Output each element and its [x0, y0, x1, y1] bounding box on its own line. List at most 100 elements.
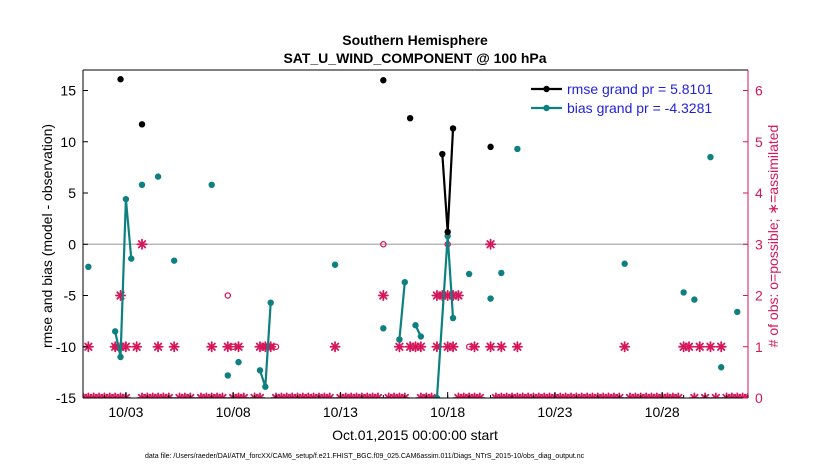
- obs-assimilated-marker-stroke: [556, 393, 562, 398]
- obs-assimilated-marker: [683, 341, 695, 353]
- obs-assimilated-marker: [715, 341, 727, 353]
- obs-assimilated-marker-stroke: [422, 393, 428, 398]
- obs-assimilated-marker-stroke: [330, 342, 340, 351]
- obs-assimilated-marker: [329, 341, 341, 353]
- obs-assimilated-marker-stroke: [167, 393, 173, 398]
- obs-possible-marker: [272, 343, 280, 350]
- obs-assimilated-marker-stroke: [693, 393, 699, 398]
- obs-assimilated-marker-stroke: [111, 393, 117, 398]
- obs-assimilated-marker-stroke: [545, 393, 551, 398]
- bias-point: [487, 295, 494, 302]
- bias-point: [465, 270, 473, 278]
- obs-assimilated-marker-stroke: [609, 393, 616, 398]
- bias-point: [449, 314, 457, 322]
- obs-assimilated-marker-stroke: [641, 393, 648, 398]
- bias-point: [707, 153, 714, 161]
- obs-assimilated-marker-stroke: [599, 393, 605, 398]
- obs-assimilated-marker-stroke: [454, 291, 463, 300]
- chart-subtitle: SAT_U_WIND_COMPONENT @ 100 hPa: [283, 50, 546, 66]
- bias-point: [267, 299, 274, 306]
- bias-line-segment: [114, 199, 133, 358]
- obs-assimilated-marker-stroke: [618, 393, 624, 398]
- bias-point: [256, 367, 264, 374]
- obs-assimilated-marker: [152, 341, 164, 353]
- obs-assimilated-marker-stroke: [464, 393, 471, 398]
- obs-assimilated-marker-stroke: [94, 393, 101, 398]
- obs-assimilated-marker-stroke: [180, 393, 187, 398]
- legend-label: rmse grand pr = 5.8101: [567, 81, 713, 97]
- bias-point: [128, 255, 135, 262]
- obs-possible-marker: [229, 343, 237, 350]
- obs-assimilated-marker: [324, 392, 336, 398]
- obs-assimilated-marker-stroke: [566, 393, 573, 398]
- obs-assimilated-marker: [254, 392, 266, 398]
- obs-assimilated-marker-stroke: [153, 393, 160, 398]
- obs-assimilated-marker: [222, 341, 234, 353]
- obs-assimilated-marker-stroke: [143, 393, 149, 398]
- bias-point: [208, 181, 215, 188]
- obs-assimilated-marker-stroke: [561, 393, 567, 398]
- obs-assimilated-marker: [613, 392, 625, 398]
- obs-assimilated-marker-stroke: [743, 393, 748, 398]
- obs-assimilated-marker-stroke: [221, 393, 227, 398]
- obs-assimilated-marker-stroke: [486, 240, 495, 249]
- obs-assimilated-marker-stroke: [677, 393, 683, 398]
- obs-assimilated-marker-stroke: [234, 393, 240, 398]
- obs-assimilated-marker-stroke: [540, 393, 546, 398]
- bias-point: [138, 181, 146, 188]
- bias-point: [224, 372, 231, 379]
- obs-assimilated-marker: [120, 341, 132, 353]
- y2-tick-label: 0: [755, 390, 763, 406]
- obs-assimilated-marker-stroke: [229, 393, 235, 398]
- obs-assimilated-marker-stroke: [727, 393, 734, 398]
- obs-assimilated-marker: [672, 392, 684, 398]
- obs-assimilated-marker-stroke: [722, 393, 728, 398]
- obs-assimilated-marker-stroke: [486, 342, 495, 351]
- obs-assimilated-marker-stroke: [475, 393, 482, 398]
- obs-assimilated-marker-stroke: [218, 393, 224, 398]
- obs-assimilated-marker-stroke: [403, 393, 409, 398]
- obs-assimilated-marker-stroke: [738, 393, 744, 398]
- bias-point: [111, 328, 119, 335]
- y-tick-label: 0: [68, 236, 76, 252]
- obs-assimilated-marker: [415, 341, 427, 353]
- obs-assimilated-marker-stroke: [395, 393, 401, 398]
- obs-assimilated-marker-stroke: [647, 393, 653, 398]
- bias-point: [331, 261, 339, 268]
- obs-assimilated-marker-stroke: [121, 342, 131, 351]
- obs-assimilated-marker-stroke: [663, 393, 669, 398]
- bias-point: [380, 325, 387, 332]
- obs-assimilated-marker-stroke: [588, 393, 594, 398]
- obs-assimilated-marker-stroke: [320, 393, 326, 398]
- y2-tick-label: 1: [755, 339, 763, 355]
- bias-point: [396, 336, 403, 343]
- bias-point: [154, 173, 162, 180]
- obs-assimilated-marker-stroke: [400, 393, 407, 398]
- obs-assimilated-marker: [372, 392, 384, 398]
- bias-point: [691, 296, 698, 303]
- bias-point: [262, 383, 269, 390]
- plot-area: 10/03 10/08 10/13 10/18 10/23 10/28 -15 -10 -5 0 5…: [56, 69, 763, 420]
- obs-assimilated-marker-stroke: [625, 393, 632, 398]
- x-tick-label: 10/23: [537, 404, 572, 420]
- chart-title: Southern Hemisphere: [342, 32, 488, 48]
- obs-assimilated-marker-stroke: [416, 342, 426, 351]
- obs-assimilated-marker: [136, 238, 148, 250]
- obs-assimilated-marker-stroke: [427, 393, 433, 398]
- obs-assimilated-marker-stroke: [652, 393, 659, 398]
- obs-assimilated-marker-stroke: [207, 342, 216, 351]
- obs-assimilated-marker-stroke: [282, 393, 289, 398]
- obs-assimilated-marker-stroke: [212, 393, 219, 398]
- obs-assimilated-marker-stroke: [298, 393, 305, 398]
- bias-point: [235, 358, 242, 366]
- obs-assimilated-marker-stroke: [717, 342, 726, 351]
- obs-assimilated-marker: [83, 341, 94, 353]
- y2-tick-label: 4: [755, 185, 763, 201]
- obs-assimilated-marker: [619, 341, 631, 353]
- obs-assimilated-marker-stroke: [534, 393, 541, 398]
- obs-assimilated-marker: [710, 392, 722, 398]
- obs-assimilated-marker: [206, 341, 218, 353]
- obs-assimilated-marker-stroke: [389, 393, 396, 398]
- obs-assimilated-marker: [474, 392, 486, 398]
- x-tick-label: 10/18: [430, 404, 465, 420]
